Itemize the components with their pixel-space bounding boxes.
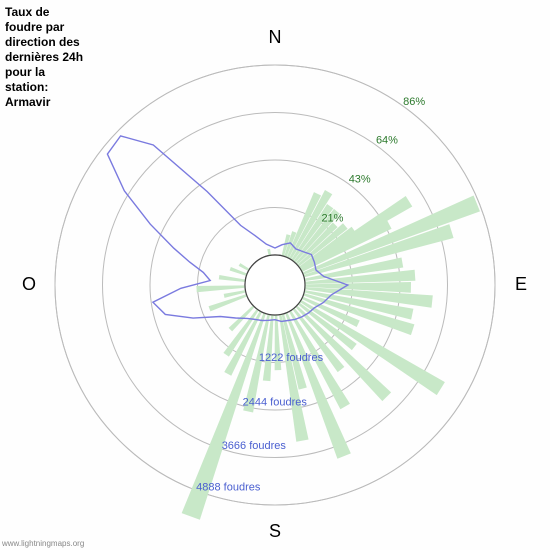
- green-bar: [196, 285, 245, 292]
- cardinal-E: E: [515, 274, 527, 294]
- green-bar: [239, 263, 250, 271]
- green-ring-label: 43%: [349, 174, 371, 186]
- blue-ring-label: 2444 foudres: [243, 397, 308, 409]
- cardinal-S: S: [269, 521, 281, 541]
- green-bar: [219, 275, 246, 282]
- blue-ring-label: 4888 foudres: [196, 481, 261, 493]
- polar-chart: N E S O 21% 43% 64% 86% 1222 foudres 2444 foudres…: [0, 0, 550, 550]
- credit-text: www.lightningmaps.org: [2, 539, 84, 548]
- green-ring-label: 86%: [403, 96, 425, 108]
- green-bar: [267, 249, 271, 256]
- green-ring-label: 21%: [321, 213, 343, 225]
- cardinal-W: O: [22, 274, 36, 294]
- inner-ring-top: [245, 255, 305, 315]
- blue-ring-label: 1222 foudres: [259, 352, 324, 364]
- blue-ring-label: 3666 foudres: [222, 440, 287, 452]
- green-ring-label: 64%: [376, 135, 398, 147]
- green-bar: [263, 315, 274, 381]
- cardinal-N: N: [269, 27, 282, 47]
- chart-container: Taux de foudre par direction des dernièr…: [0, 0, 550, 550]
